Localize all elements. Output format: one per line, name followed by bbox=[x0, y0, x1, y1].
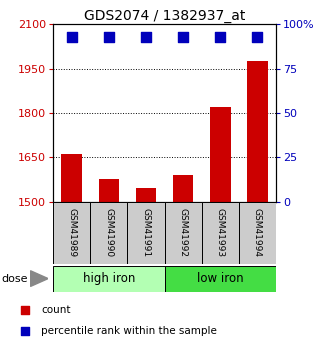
Bar bbox=[164, 266, 276, 292]
Bar bbox=[173, 175, 193, 202]
Point bbox=[106, 34, 111, 39]
Point bbox=[218, 34, 223, 39]
Bar bbox=[247, 61, 268, 202]
Bar bbox=[53, 202, 90, 264]
Text: dose: dose bbox=[2, 274, 28, 284]
Text: GSM41991: GSM41991 bbox=[142, 208, 151, 257]
Title: GDS2074 / 1382937_at: GDS2074 / 1382937_at bbox=[84, 9, 245, 23]
Bar bbox=[127, 202, 164, 264]
Point bbox=[23, 307, 28, 313]
Text: GSM41994: GSM41994 bbox=[253, 208, 262, 257]
Point bbox=[143, 34, 149, 39]
Bar bbox=[99, 179, 119, 202]
Text: GSM41992: GSM41992 bbox=[178, 208, 187, 257]
Bar bbox=[90, 202, 127, 264]
Text: GSM41989: GSM41989 bbox=[67, 208, 76, 257]
Point bbox=[180, 34, 186, 39]
Text: GSM41990: GSM41990 bbox=[104, 208, 113, 257]
Polygon shape bbox=[30, 271, 48, 286]
Text: high iron: high iron bbox=[82, 272, 135, 285]
Text: count: count bbox=[41, 305, 71, 315]
Text: low iron: low iron bbox=[197, 272, 244, 285]
Bar bbox=[61, 155, 82, 202]
Bar bbox=[239, 202, 276, 264]
Text: GSM41993: GSM41993 bbox=[216, 208, 225, 257]
Bar bbox=[136, 188, 156, 202]
Bar bbox=[210, 107, 230, 202]
Bar bbox=[53, 266, 164, 292]
Point bbox=[23, 329, 28, 334]
Text: percentile rank within the sample: percentile rank within the sample bbox=[41, 326, 217, 336]
Bar bbox=[164, 202, 202, 264]
Bar bbox=[202, 202, 239, 264]
Point bbox=[255, 34, 260, 39]
Point bbox=[69, 34, 74, 39]
